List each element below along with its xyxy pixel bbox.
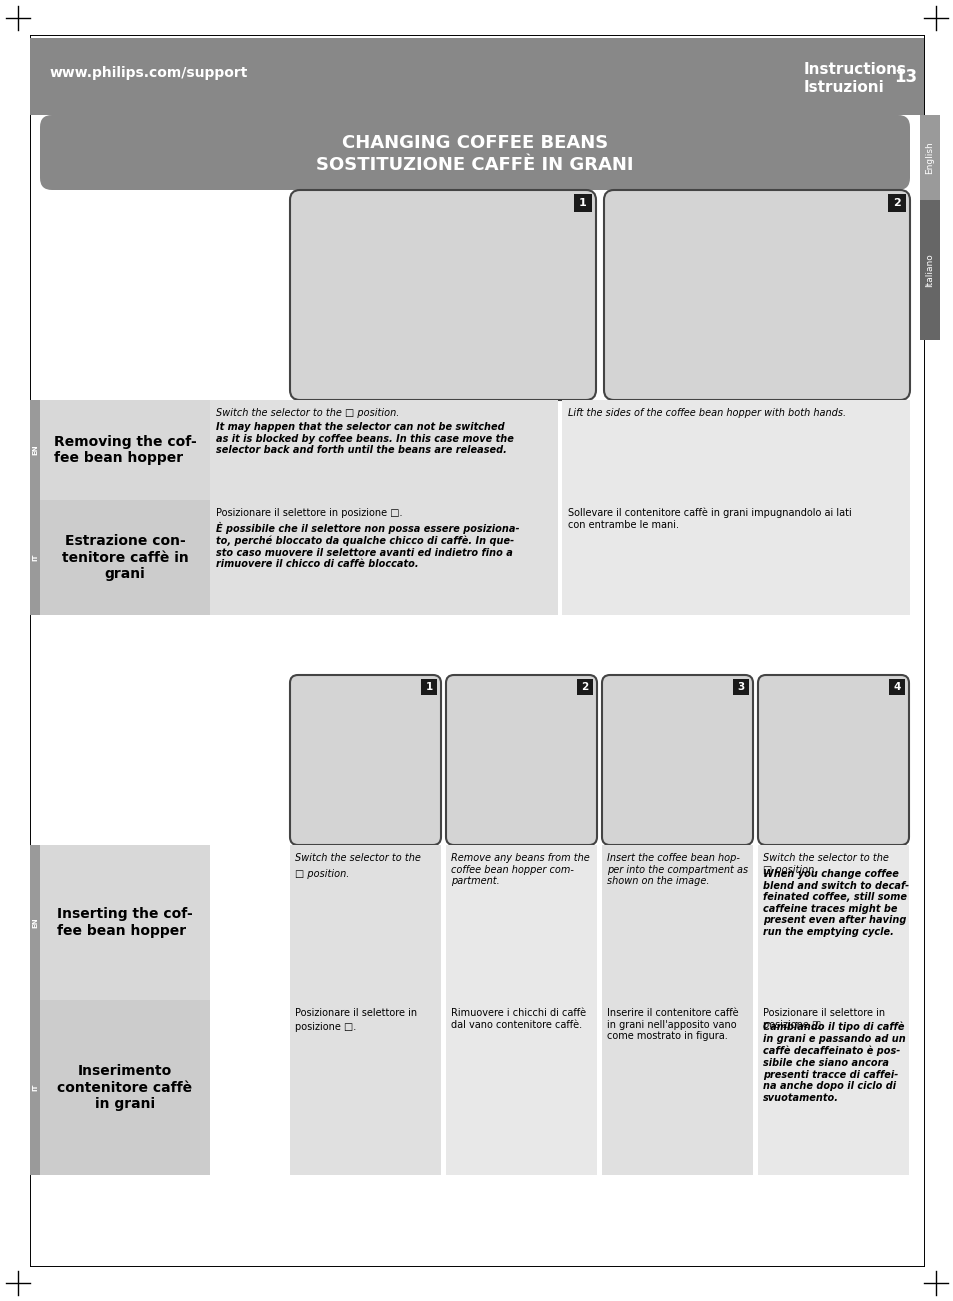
Text: EN: EN [32,917,38,928]
Text: Insert the coffee bean hop-
per into the compartment as
shown on the image.: Insert the coffee bean hop- per into the… [606,853,747,886]
Bar [577,679,593,695]
Text: English: English [924,141,934,174]
Bar [919,200,939,340]
Bar [420,679,436,695]
Text: Switch the selector to the: Switch the selector to the [294,853,420,863]
FancyBboxPatch shape [290,675,440,846]
Text: Estrazione con-
tenitore caffè in
grani: Estrazione con- tenitore caffè in grani [62,535,188,580]
Bar [40,1000,210,1175]
Text: IT: IT [32,1084,38,1092]
Bar [210,500,558,615]
Bar [887,194,905,212]
Text: □ position.: □ position. [294,869,349,879]
Bar [574,194,592,212]
Text: Remove any beans from the
coffee bean hopper com-
partment.: Remove any beans from the coffee bean ho… [451,853,589,886]
Bar [210,399,558,500]
Text: Posizionare il selettore in
posizione □.: Posizionare il selettore in posizione □. [762,1008,884,1029]
Text: 3: 3 [737,682,744,692]
Bar [30,399,40,500]
Text: Sollevare il contenitore caffè in grani impugnandolo ai lati
con entrambe le man: Sollevare il contenitore caffè in grani … [567,507,851,530]
Text: Lift the sides of the coffee bean hopper with both hands.: Lift the sides of the coffee bean hopper… [567,409,845,418]
Bar [601,846,752,1000]
Bar [601,1000,752,1175]
Text: È possibile che il selettore non possa essere posiziona-
to, perché bloccato da : È possibile che il selettore non possa e… [215,522,519,570]
Bar [446,1000,597,1175]
Bar [888,679,904,695]
Text: 1: 1 [578,198,586,208]
Text: Removing the cof-
fee bean hopper: Removing the cof- fee bean hopper [53,435,196,464]
Text: Instructions: Instructions [803,62,906,77]
Bar [40,846,210,1000]
Bar [30,1000,40,1175]
Text: SOSTITUZIONE CAFFÈ IN GRANI: SOSTITUZIONE CAFFÈ IN GRANI [315,156,633,174]
Text: 1: 1 [425,682,432,692]
FancyBboxPatch shape [758,675,908,846]
Text: Inserting the cof-
fee bean hopper: Inserting the cof- fee bean hopper [57,907,193,938]
Bar [30,846,40,1000]
Text: Posizionare il selettore in: Posizionare il selettore in [294,1008,416,1017]
Text: posizione □.: posizione □. [294,1023,355,1032]
Text: Inserimento
contenitore caffè
in grani: Inserimento contenitore caffè in grani [57,1064,193,1111]
Text: Italiano: Italiano [924,254,934,288]
Text: When you change coffee
blend and switch to decaf-
feinated coffee, still some
ca: When you change coffee blend and switch … [762,869,908,937]
Text: Switch the selector to the □ position.: Switch the selector to the □ position. [215,409,399,418]
Bar [919,114,939,200]
Text: 2: 2 [580,682,588,692]
FancyBboxPatch shape [290,190,596,399]
Text: Rimuovere i chicchi di caffè
dal vano contenitore caffè.: Rimuovere i chicchi di caffè dal vano co… [451,1008,585,1029]
Text: 2: 2 [892,198,900,208]
FancyBboxPatch shape [601,675,752,846]
Bar [30,500,40,615]
Bar [40,399,210,500]
Bar [290,846,440,1000]
Text: 13: 13 [893,68,916,86]
Bar [732,679,748,695]
Bar [758,1000,908,1175]
FancyBboxPatch shape [40,114,909,190]
FancyBboxPatch shape [446,675,597,846]
Text: EN: EN [32,445,38,455]
FancyBboxPatch shape [603,190,909,399]
Bar [561,500,909,615]
Text: Cambiando il tipo di caffè
in grani e passando ad un
caffè decaffeinato è pos-
s: Cambiando il tipo di caffè in grani e pa… [762,1023,904,1103]
Bar [30,38,923,114]
Bar [40,500,210,615]
Text: Inserire il contenitore caffè
in grani nell'apposito vano
come mostrato in figur: Inserire il contenitore caffè in grani n… [606,1008,738,1041]
Text: 4: 4 [892,682,900,692]
Bar [561,399,909,500]
Bar [446,846,597,1000]
Text: Istruzioni: Istruzioni [803,79,883,95]
Text: It may happen that the selector can not be switched
as it is blocked by coffee b: It may happen that the selector can not … [215,422,514,455]
Text: IT: IT [32,554,38,561]
Bar [758,846,908,1000]
Text: CHANGING COFFEE BEANS: CHANGING COFFEE BEANS [341,134,607,151]
Text: Switch the selector to the
□ position.: Switch the selector to the □ position. [762,853,888,874]
Text: www.philips.com/support: www.philips.com/support [50,65,248,79]
Bar [290,1000,440,1175]
Text: Posizionare il selettore in posizione □.: Posizionare il selettore in posizione □. [215,507,402,518]
